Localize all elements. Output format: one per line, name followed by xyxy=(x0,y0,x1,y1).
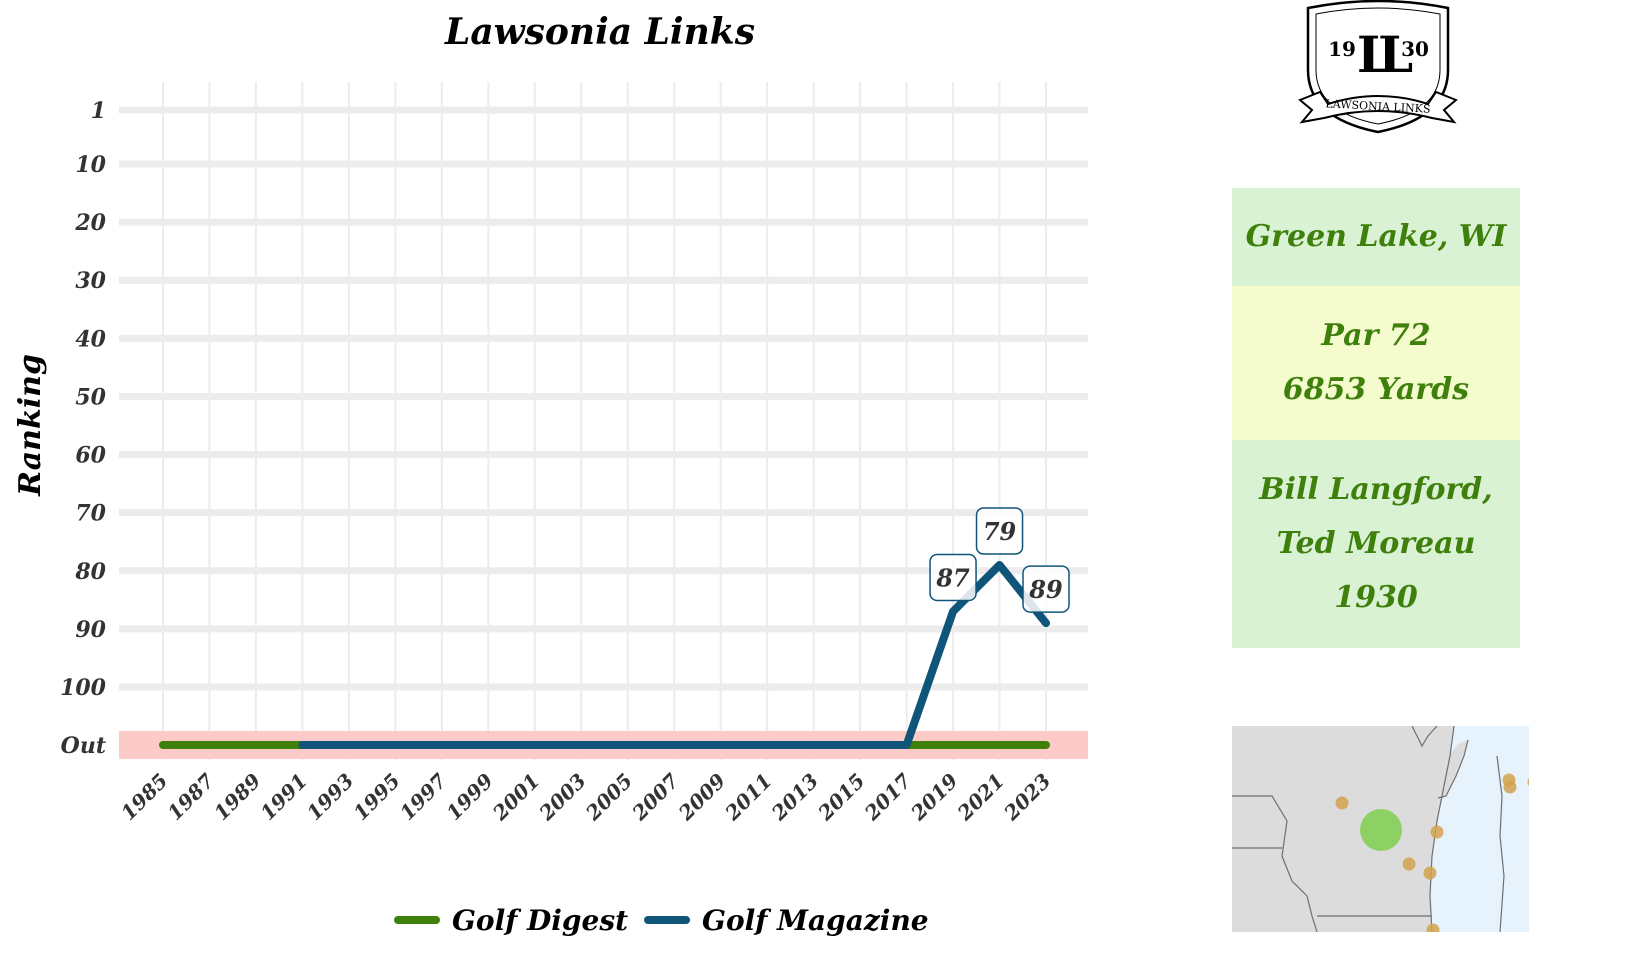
x-tick-label: 2005 xyxy=(580,769,637,826)
y-tick-label: 100 xyxy=(60,675,107,701)
y-tick-label: 60 xyxy=(75,443,106,469)
x-tick-label: 2023 xyxy=(998,769,1055,826)
y-tick-label: 1 xyxy=(91,98,106,124)
x-tick-label: 1991 xyxy=(256,769,312,825)
x-tick-label: 2011 xyxy=(720,769,777,826)
x-tick-label: 2001 xyxy=(487,769,544,826)
x-tick-label: 1997 xyxy=(395,769,451,825)
location-text: Green Lake, WI xyxy=(1245,219,1507,254)
map-highlight-marker xyxy=(1360,809,1402,851)
y-tick-label: 30 xyxy=(75,268,106,294)
x-tick-label: 2007 xyxy=(627,769,684,826)
map-marker xyxy=(1335,796,1349,810)
y-tick-label: 40 xyxy=(75,326,106,352)
y-tick-label: 80 xyxy=(74,559,106,585)
map-marker xyxy=(1426,923,1440,932)
y-axis-ticks: 1 10 20 30 40 50 60 70 80 90 100 Out xyxy=(60,98,107,759)
year-built-text: 1930 xyxy=(1334,580,1418,615)
x-tick-label: 2009 xyxy=(673,769,730,826)
y-axis-label: Ranking xyxy=(13,354,48,497)
location-block: Green Lake, WI xyxy=(1232,188,1520,286)
x-tick-label: 2017 xyxy=(859,769,916,826)
map-marker xyxy=(1503,780,1517,794)
map-marker xyxy=(1423,866,1437,880)
x-tick-label: 1987 xyxy=(163,769,219,825)
architect-line-1: Bill Langford, xyxy=(1259,472,1493,507)
legend-item-golf-magazine: Golf Magazine xyxy=(644,904,929,937)
x-tick-label: 1995 xyxy=(349,769,405,825)
par-text: Par 72 xyxy=(1321,318,1431,353)
x-tick-label: 2019 xyxy=(906,769,963,826)
par-yards-block: Par 72 6853 Yards xyxy=(1232,286,1520,440)
architect-block: Bill Langford, Ted Moreau 1930 xyxy=(1232,440,1520,648)
x-tick-label: 2003 xyxy=(534,769,591,826)
map-marker xyxy=(1527,777,1529,787)
x-tick-label: 2021 xyxy=(952,769,1009,826)
data-label: 89 xyxy=(1022,565,1070,613)
grid xyxy=(119,82,1088,760)
y-tick-label: 90 xyxy=(75,617,106,643)
y-tick-label: 10 xyxy=(75,152,106,178)
x-tick-label: 1993 xyxy=(302,769,358,825)
x-tick-label: 2015 xyxy=(813,769,870,826)
map-marker xyxy=(1430,825,1444,839)
yards-text: 6853 Yards xyxy=(1282,372,1470,407)
data-label: 87 xyxy=(929,553,977,602)
x-tick-label: 2013 xyxy=(766,769,823,826)
x-tick-label: 1989 xyxy=(209,769,265,825)
legend: Golf Digest Golf Magazine xyxy=(394,904,929,937)
data-label-text: 87 xyxy=(935,563,970,592)
y-tick-label: 20 xyxy=(74,210,106,236)
location-map xyxy=(1232,726,1529,932)
chart-title: Lawsonia Links xyxy=(444,11,755,53)
series-lines xyxy=(159,560,1050,749)
data-label: 79 xyxy=(975,507,1024,555)
data-label-text: 79 xyxy=(983,517,1017,546)
logo-year-left: 19 xyxy=(1328,37,1356,61)
logo-year-right: 30 xyxy=(1401,37,1429,61)
logo-banner-text: LAWSONIA LINKS xyxy=(1325,97,1431,115)
course-info-panel: Green Lake, WI Par 72 6853 Yards Bill La… xyxy=(1232,188,1520,648)
legend-item-golf-digest: Golf Digest xyxy=(394,904,628,937)
y-tick-label: 70 xyxy=(75,501,106,527)
course-logo: 19 30 LL LAWSONIA LINKS xyxy=(1298,0,1458,140)
data-labels: 87 79 89 xyxy=(929,507,1070,613)
x-axis-ticks: 1985198719891991199319951997199920012003… xyxy=(116,769,1055,826)
x-tick-label: 1999 xyxy=(442,769,498,825)
map-marker xyxy=(1402,857,1416,871)
series-line-golf-magazine xyxy=(298,560,1050,749)
legend-label: Golf Digest xyxy=(452,904,628,937)
y-tick-label: 50 xyxy=(75,384,106,410)
y-tick-label: Out xyxy=(61,733,106,759)
architect-line-2: Ted Moreau xyxy=(1276,526,1476,561)
legend-label: Golf Magazine xyxy=(702,904,929,937)
data-label-text: 89 xyxy=(1028,575,1063,604)
x-tick-label: 1985 xyxy=(116,769,172,825)
